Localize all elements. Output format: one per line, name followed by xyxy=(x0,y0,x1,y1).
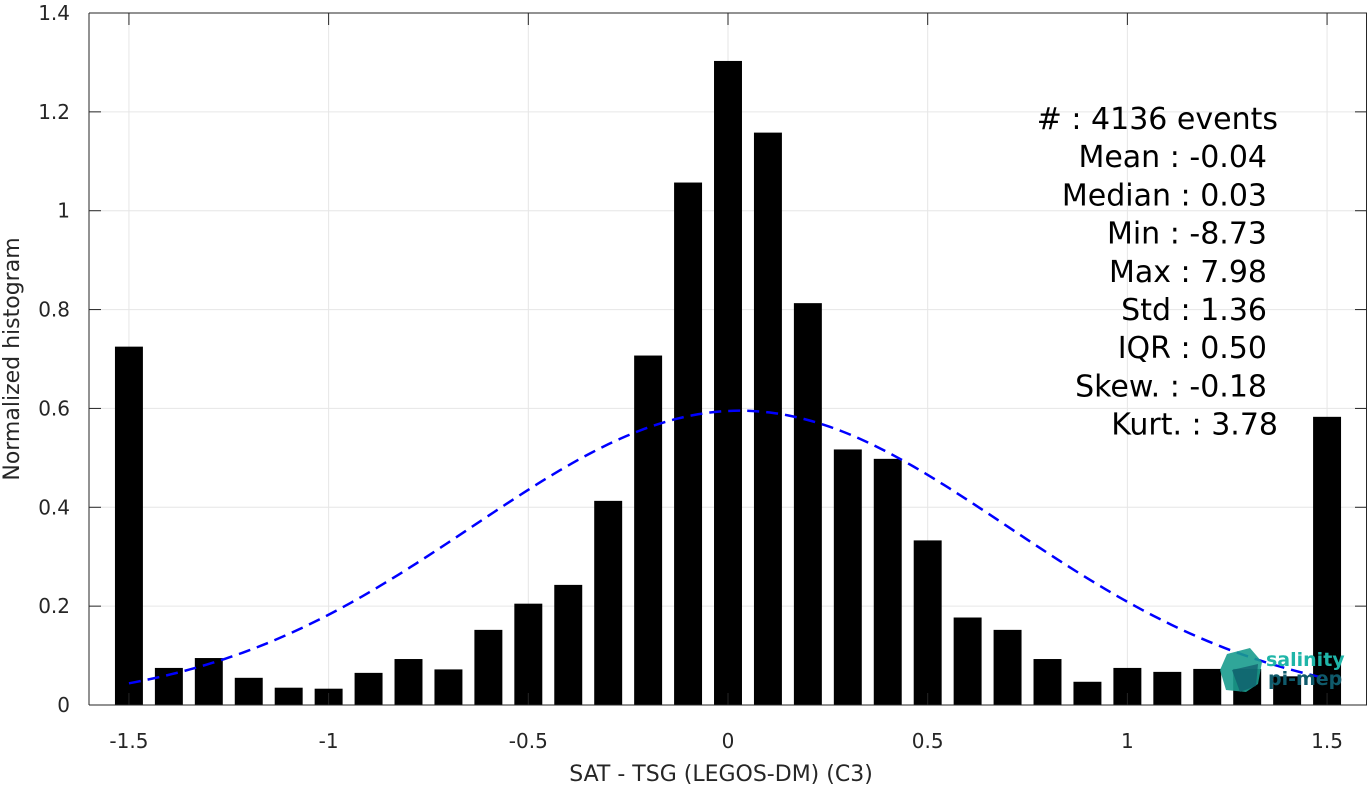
y-tick-label: 1.4 xyxy=(38,1,70,25)
y-tick-label: 1.2 xyxy=(38,100,70,124)
y-tick-labels: 0 0.2 0.4 0.6 0.8 1 1.2 1.4 xyxy=(38,1,70,717)
bar-8 xyxy=(434,669,463,705)
x-tick-label: 0.5 xyxy=(912,729,944,753)
stat-line: Median : 0.03 xyxy=(1062,178,1267,213)
y-tick-label: 0.8 xyxy=(38,298,70,322)
bar-3 xyxy=(234,677,263,705)
logo-text-line1: salinity xyxy=(1266,649,1345,671)
stat-line: Skew. : -0.18 xyxy=(1075,369,1267,404)
bar-0 xyxy=(114,346,143,705)
bar-2 xyxy=(194,658,223,705)
x-tick-label: 0 xyxy=(722,729,735,753)
bar-26 xyxy=(1153,671,1182,705)
x-tick-label: 1.5 xyxy=(1311,729,1343,753)
bar-14 xyxy=(674,182,703,706)
bar-22 xyxy=(993,629,1022,705)
bar-29 xyxy=(1273,676,1302,705)
bar-30 xyxy=(1313,416,1342,705)
y-axis-label: Normalized histogram xyxy=(0,237,25,480)
y-tick-label: 0.6 xyxy=(38,396,70,420)
stat-line: # : 4136 events xyxy=(1037,102,1278,137)
bar-7 xyxy=(394,659,423,705)
bar-20 xyxy=(913,540,942,705)
y-tick-label: 0.4 xyxy=(38,495,70,519)
logo-text-line2: pi-mep xyxy=(1268,668,1342,690)
bar-10 xyxy=(514,603,543,705)
bar-27 xyxy=(1193,668,1222,705)
stat-line: Max : 7.98 xyxy=(1109,255,1267,290)
bar-17 xyxy=(793,303,822,705)
y-tick-label: 1 xyxy=(57,199,70,223)
bars xyxy=(114,60,1342,706)
bar-18 xyxy=(833,449,862,705)
y-tick-label: 0 xyxy=(57,693,70,717)
bar-21 xyxy=(953,617,982,705)
gaussian-fit-curve xyxy=(128,409,1328,685)
stat-line: Kurt. : 3.78 xyxy=(1111,408,1278,443)
x-tick-label: -1 xyxy=(319,729,339,753)
bar-9 xyxy=(474,629,503,705)
logo-shape-dark xyxy=(1232,664,1258,692)
y-tick-label: 0.2 xyxy=(38,594,70,618)
stat-line: Std : 1.36 xyxy=(1121,293,1267,328)
bar-24 xyxy=(1073,681,1102,705)
bar-13 xyxy=(634,355,663,705)
bar-6 xyxy=(354,672,383,705)
x-tick-label: 1 xyxy=(1121,729,1134,753)
bar-19 xyxy=(873,458,902,705)
stat-line: IQR : 0.50 xyxy=(1118,331,1267,366)
bar-16 xyxy=(753,132,782,706)
bar-12 xyxy=(594,500,623,705)
bar-15 xyxy=(714,60,742,705)
bar-11 xyxy=(554,584,583,705)
x-tick-labels: -1.5 -1 -0.5 0 0.5 1 1.5 xyxy=(109,729,1343,753)
x-tick-label: -0.5 xyxy=(509,729,548,753)
bar-1 xyxy=(154,667,183,705)
x-tick-label: -1.5 xyxy=(109,729,148,753)
bar-4 xyxy=(274,687,303,705)
bar-23 xyxy=(1033,659,1062,705)
x-axis-label: SAT - TSG (LEGOS-DM) (C3) xyxy=(569,762,873,785)
stat-line: Min : -8.73 xyxy=(1107,217,1267,252)
salinity-pimep-logo: salinity pi-mep xyxy=(1220,648,1345,692)
stat-line: Mean : -0.04 xyxy=(1078,140,1267,175)
